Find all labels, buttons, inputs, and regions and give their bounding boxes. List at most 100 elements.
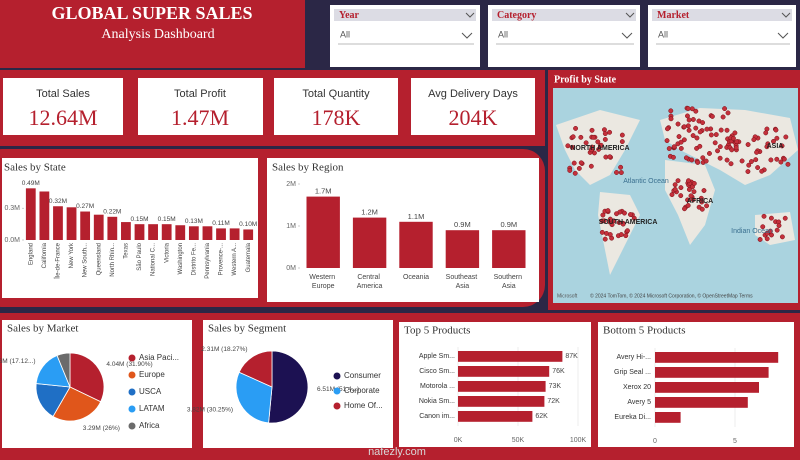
slicer-value[interactable]: All xyxy=(658,29,668,39)
value-label: 1.1M xyxy=(408,212,425,221)
map-dot xyxy=(733,145,739,151)
legend-label: Consumer xyxy=(344,371,381,380)
map-dot xyxy=(764,144,770,150)
header-title: GLOBAL SUPER SALES xyxy=(51,3,252,23)
pie-slice xyxy=(35,383,71,418)
map-dot xyxy=(783,134,789,140)
value-label: 87K xyxy=(565,353,578,360)
map-dot xyxy=(751,137,757,143)
legend-label: Europe xyxy=(139,370,165,379)
map-dot xyxy=(570,134,576,140)
pie-slice xyxy=(52,386,102,422)
map-dot xyxy=(734,139,740,145)
x-tick-label: São Paulo xyxy=(137,242,143,270)
bar xyxy=(107,216,118,240)
map-dot xyxy=(709,113,715,119)
map-dot xyxy=(759,168,765,174)
map-dot xyxy=(572,170,578,176)
map-dot xyxy=(683,155,689,161)
y-tick-label: Nokia Sm... xyxy=(419,398,455,405)
x-tick-label: Guatemala xyxy=(246,242,252,272)
map-dot xyxy=(757,237,763,242)
bar xyxy=(458,351,563,362)
x-tick-label: Texas xyxy=(123,243,129,259)
value-label: 0.10M xyxy=(239,221,257,228)
bar xyxy=(175,225,186,240)
map-dot xyxy=(670,154,676,160)
kpi-card xyxy=(272,76,400,137)
map-dot xyxy=(768,157,774,163)
map-dot xyxy=(760,224,766,230)
legend-label: Corporate xyxy=(344,386,380,395)
x-tick-label: Distrito Fe... xyxy=(191,243,197,276)
bar xyxy=(655,382,759,393)
map-label: ASIA xyxy=(767,143,784,150)
map-dot xyxy=(776,223,782,228)
map-dot xyxy=(623,233,629,239)
map-dot xyxy=(697,129,703,135)
value-label: 76K xyxy=(552,368,565,375)
y-tick-label: Apple Sm... xyxy=(419,353,455,360)
y-tick-label: 0.0M xyxy=(4,237,20,244)
value-label: 73K xyxy=(549,383,562,390)
map-dot xyxy=(745,169,751,174)
map-dot xyxy=(665,126,670,132)
map-dot xyxy=(704,203,710,209)
bar xyxy=(352,217,387,268)
pie-slice xyxy=(238,350,273,388)
map-dot xyxy=(718,127,724,133)
map-dot xyxy=(712,140,718,146)
map-dot xyxy=(688,193,694,199)
chevron xyxy=(781,12,791,18)
map-dot xyxy=(676,134,682,140)
chart-title: Top 5 Products xyxy=(404,325,470,337)
map-dot xyxy=(774,135,780,141)
x-tick-label: Provence-... xyxy=(219,243,225,276)
map-dot xyxy=(609,222,615,228)
y-tick-label: 2M xyxy=(286,181,296,188)
map-dot xyxy=(701,188,707,193)
x-tick-label: Western A... xyxy=(232,243,238,276)
y-tick-label: Canon im... xyxy=(419,413,455,420)
map-dot xyxy=(589,144,595,150)
map-dot xyxy=(616,220,622,225)
kpi-value: 12.64M xyxy=(28,105,97,130)
value-label: 0.15M xyxy=(130,216,148,223)
map-dot xyxy=(745,142,751,147)
legend-swatch xyxy=(128,354,136,362)
kpi-card xyxy=(1,76,125,137)
map-dot xyxy=(724,157,730,163)
bar xyxy=(121,222,131,240)
map-dot xyxy=(598,142,604,148)
map-dot xyxy=(588,163,594,169)
map-dot xyxy=(720,114,726,120)
slicer-header xyxy=(492,9,636,21)
value-label: 0.13M xyxy=(185,218,203,225)
map-dot xyxy=(607,129,613,135)
map-dot xyxy=(691,181,697,186)
map-dot xyxy=(685,203,691,208)
map-dot xyxy=(700,155,706,161)
map-dot xyxy=(595,139,601,145)
map-dot xyxy=(614,170,619,175)
map-dot xyxy=(717,144,723,150)
map-dot xyxy=(578,134,584,140)
x-tick-label: 50K xyxy=(512,437,525,444)
slicer-value[interactable]: All xyxy=(340,29,350,39)
map-dot xyxy=(678,145,684,151)
map-dot xyxy=(753,157,759,163)
value-label: 0.9M xyxy=(454,220,471,229)
slicer-value[interactable]: All xyxy=(498,29,508,39)
map-dot xyxy=(686,127,692,133)
legend-label: Asia Paci... xyxy=(139,353,179,362)
header-subtitle: Analysis Dashboard xyxy=(101,27,214,42)
chart-title: Sales by State xyxy=(4,162,66,174)
pie-slice xyxy=(69,352,105,403)
map-dot xyxy=(678,139,684,145)
value-label: 1.7M xyxy=(315,187,332,196)
map-dot xyxy=(708,132,714,138)
map-dot xyxy=(671,144,677,150)
value-label: 0.11M xyxy=(212,220,230,227)
chart-title: Sales by Segment xyxy=(208,323,286,335)
bar xyxy=(53,206,63,240)
